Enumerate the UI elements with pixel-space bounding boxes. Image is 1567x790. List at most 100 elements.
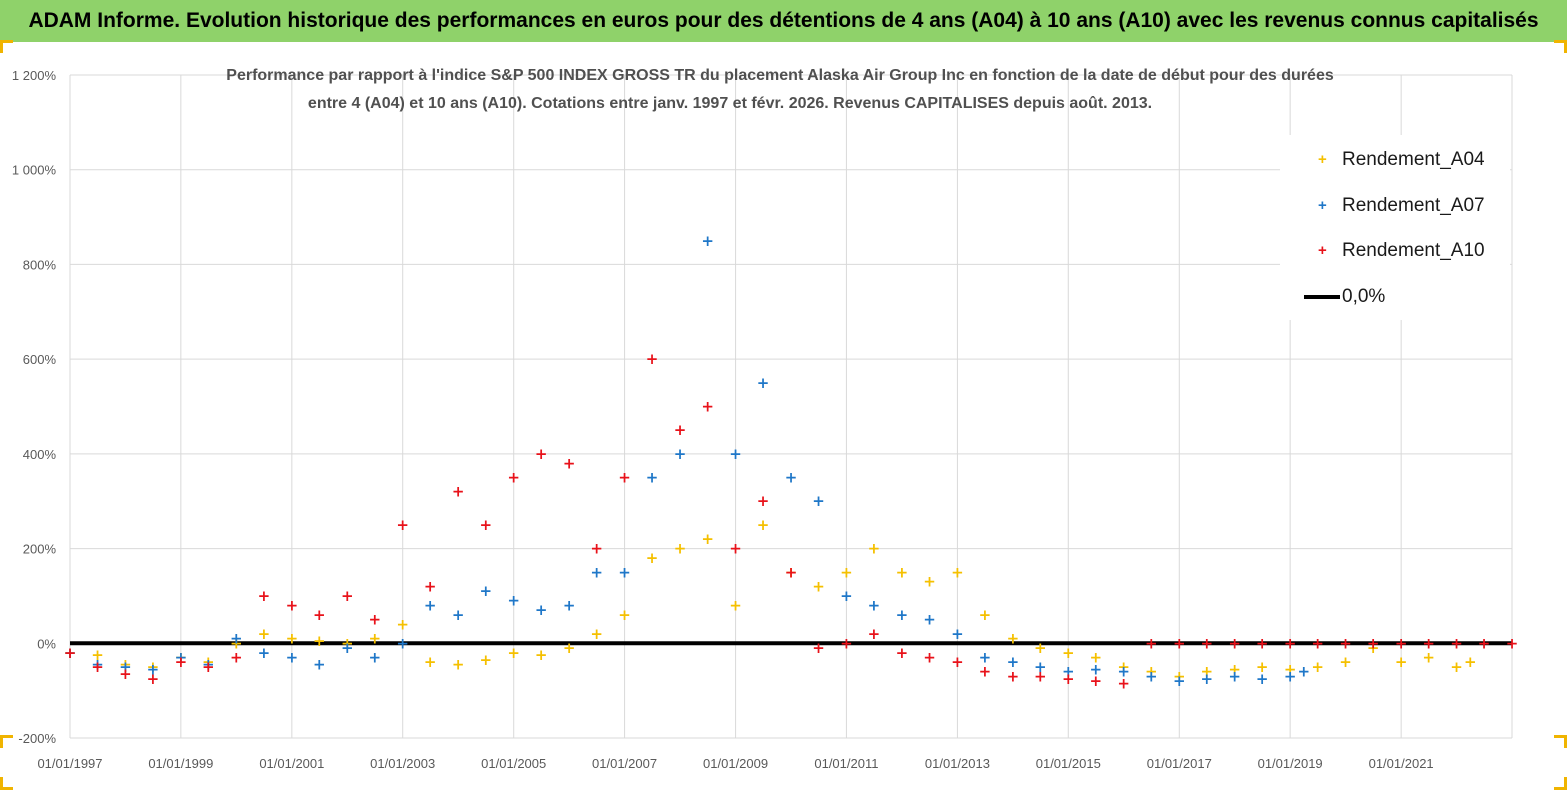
data-point: + (1367, 634, 1380, 652)
data-point: + (202, 658, 215, 676)
data-point: + (618, 469, 631, 487)
frame-corner-mid-right (1554, 735, 1567, 748)
y-tick-label: -200% (18, 731, 56, 746)
data-point: + (286, 596, 299, 614)
x-tick-label: 01/01/2017 (1147, 756, 1212, 771)
data-point: + (1145, 634, 1158, 652)
data-point: + (1117, 663, 1130, 681)
data-point: + (507, 592, 520, 610)
data-point: + (479, 651, 492, 669)
x-tick-label: 01/01/2011 (814, 756, 878, 771)
data-point: + (1034, 667, 1047, 685)
x-tick-label: 01/01/2019 (1258, 756, 1323, 771)
zero-line-icon (1304, 295, 1340, 299)
data-point: + (424, 577, 437, 595)
data-point: + (1450, 634, 1463, 652)
x-tick-label: 01/01/2015 (1036, 756, 1101, 771)
legend-label-a07: Rendement_A07 (1342, 195, 1485, 216)
series-rendement-a04: + + + + + + + + + + + + + + + + + + + + + + + + + + + + + + + + + + + + + + + +… (64, 516, 1477, 686)
data-point: + (1395, 653, 1408, 671)
frame-corner-mid-left (0, 735, 13, 748)
data-point: + (646, 350, 659, 368)
data-point: + (424, 596, 437, 614)
data-point: + (147, 658, 160, 676)
data-point: + (1089, 672, 1102, 690)
data-point: + (1228, 660, 1241, 678)
data-point: + (979, 648, 992, 666)
data-point: + (396, 634, 409, 652)
frame-corner-bottom-right (1554, 777, 1567, 790)
frame-corner-bottom-left (0, 777, 13, 790)
x-tick-label: 01/01/2001 (259, 756, 324, 771)
data-point: + (119, 656, 132, 674)
data-point: + (286, 648, 299, 666)
data-point: + (313, 606, 326, 624)
x-tick-label: 01/01/2003 (370, 756, 435, 771)
data-point: + (452, 656, 465, 674)
data-point: + (230, 648, 243, 666)
y-axis-ticks: -200% 0% 200% 400% 600% 800% 1 000% 1 200% (12, 68, 57, 746)
legend (1280, 135, 1510, 320)
data-point: + (785, 563, 798, 581)
data-point: + (368, 611, 381, 629)
y-tick-label: 0% (37, 636, 56, 651)
data-point: + (951, 625, 964, 643)
plus-marker-icon: + (1318, 197, 1327, 214)
data-point: + (313, 632, 326, 650)
data-point: + (868, 596, 881, 614)
data-point: + (1256, 658, 1269, 676)
data-point: + (147, 670, 160, 688)
data-point: + (452, 483, 465, 501)
data-point: + (1478, 634, 1491, 652)
data-point: + (202, 653, 215, 671)
data-point: + (1007, 630, 1020, 648)
data-point: + (1311, 634, 1324, 652)
data-point: + (175, 653, 188, 671)
data-point: + (91, 656, 104, 674)
data-point: + (785, 563, 798, 581)
data-point: + (230, 630, 243, 648)
data-point: + (1117, 658, 1130, 676)
data-point: + (1339, 653, 1352, 671)
data-point: + (258, 625, 271, 643)
data-point: + (119, 658, 132, 676)
banner-title: ADAM Informe. Evolution historique des p… (28, 9, 1539, 32)
data-point: + (1450, 658, 1463, 676)
data-point: + (646, 469, 659, 487)
data-point: + (1007, 667, 1020, 685)
data-point: + (590, 563, 603, 581)
data-point: + (979, 663, 992, 681)
data-point: + (1228, 667, 1241, 685)
x-tick-label: 01/01/2009 (703, 756, 768, 771)
series-rendement-a10: + + + + + + + + + + + + + + + + + + + + + + + + + + + + + + + + + + + + + + + +… (64, 350, 1519, 692)
legend-label-a10: Rendement_A10 (1342, 240, 1485, 261)
data-point: + (812, 639, 825, 657)
data-point: + (590, 540, 603, 558)
data-point: + (1367, 639, 1380, 657)
data-point: + (175, 648, 188, 666)
x-tick-label: 01/01/2013 (925, 756, 990, 771)
title-banner (0, 0, 1567, 42)
data-point: + (1200, 670, 1213, 688)
chart-title-line-1: Performance par rapport à l'indice S&P 5… (226, 67, 1334, 84)
series-rendement-a07: + + + + + + + + + + + + + + + + + + + + + + + + + + + + + + + + + + + + + + + +… (64, 232, 1310, 690)
y-tick-label: 400% (23, 447, 57, 462)
y-tick-label: 600% (23, 352, 57, 367)
data-point: + (64, 644, 77, 662)
data-point: + (1200, 663, 1213, 681)
data-point: + (91, 658, 104, 676)
y-tick-label: 1 000% (12, 163, 57, 178)
data-point: + (1228, 634, 1241, 652)
data-point: + (701, 398, 714, 416)
data-point: + (1284, 634, 1297, 652)
data-point: + (757, 492, 770, 510)
data-point: + (840, 634, 853, 652)
data-point: + (1395, 634, 1408, 652)
data-point: + (1062, 670, 1075, 688)
data-point: + (1464, 653, 1477, 671)
data-point: + (563, 639, 576, 657)
data-point: + (286, 630, 299, 648)
data-point: + (91, 646, 104, 664)
data-point: + (479, 582, 492, 600)
